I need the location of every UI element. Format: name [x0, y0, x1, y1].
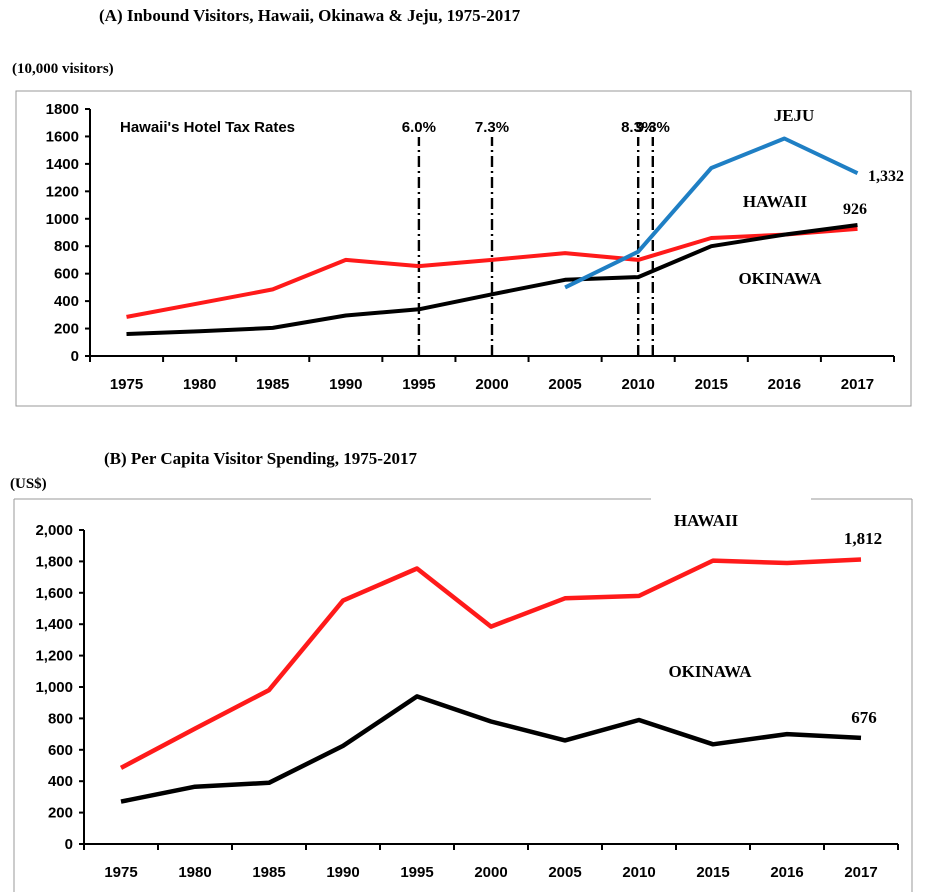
- chart-b-y-tick-label: 1,200: [35, 648, 73, 665]
- chart-b-x-tick-label: 2015: [696, 864, 729, 881]
- chart-a-x-tick-label: 1980: [183, 376, 216, 393]
- chart-b-x-tick-label: 2005: [548, 864, 581, 881]
- chart-a-y-tick-label: 1200: [46, 183, 79, 200]
- chart-b-y-tick-label: 1,800: [35, 553, 73, 570]
- chart-a-tax-label-8-3: 8.3%: [621, 119, 655, 136]
- chart-a-hawaii-end-label: 926: [843, 201, 867, 218]
- chart-a-tax-label-9-3: 9.3%: [636, 119, 670, 136]
- chart-a-y-tick-label: 600: [54, 266, 79, 283]
- chart-a-x-tick-label: 1995: [402, 376, 435, 393]
- chart-b-x-tick-label: 2000: [474, 864, 507, 881]
- chart-a-x-tick-label: 2015: [695, 376, 728, 393]
- chart-a-y-tick-label: 800: [54, 238, 79, 255]
- chart-a-series-label-hawaii: HAWAII: [743, 192, 808, 211]
- chart-b-y-tick-label: 200: [48, 805, 73, 822]
- chart-a-x-tick-label: 2010: [621, 376, 654, 393]
- chart-b-series-line-okinawa: [120, 694, 862, 804]
- chart-a-series-label-jeju: JEJU: [774, 106, 815, 125]
- chart-b-y-tick-label: 1,400: [35, 616, 73, 633]
- chart-b-y-tick-label: 0: [65, 836, 73, 853]
- chart-b-y-tick-label: 2,000: [35, 522, 73, 539]
- chart-a-frame: [15, 90, 912, 407]
- chart-a-x-tick-label: 2005: [548, 376, 581, 393]
- chart-b-series-line-hawaii: [119, 557, 862, 770]
- chart-a-y-tick-label: 1400: [46, 156, 79, 173]
- chart-a-tax-label-7-3: 7.3%: [475, 119, 509, 136]
- chart-a-jeju-end-label: 1,332: [868, 168, 904, 185]
- chart-b-x-tick-label: 1985: [252, 864, 285, 881]
- chart-a-series-label-okinawa: OKINAWA: [738, 269, 822, 288]
- chart-b-title: (B) Per Capita Visitor Spending, 1975-20…: [104, 449, 417, 468]
- chart-a-x-tick-label: 1985: [256, 376, 289, 393]
- chart-b-x-tick-label: 2016: [770, 864, 803, 881]
- chart-a-y-tick-label: 400: [54, 293, 79, 310]
- chart-a-y-tick-label: 1000: [46, 211, 79, 228]
- chart-b-x-tick-label: 1995: [400, 864, 433, 881]
- chart-b-y-tick-label: 400: [48, 773, 73, 790]
- chart-a-y-unit: (10,000 visitors): [12, 61, 114, 77]
- chart-b-y-tick-label: 600: [48, 742, 73, 759]
- chart-b-x-tick-label: 1980: [178, 864, 211, 881]
- chart-b-x-tick-label: 2017: [844, 864, 877, 881]
- chart-a-x-tick-label: 2016: [768, 376, 801, 393]
- chart-b-series-label-hawaii: HAWAII: [674, 511, 739, 530]
- chart-a-series-line-jeju: [564, 136, 859, 290]
- chart-b-x-tick-label: 1975: [104, 864, 137, 881]
- chart-b-y-tick-label: 800: [48, 710, 73, 727]
- chart-a-title: (A) Inbound Visitors, Hawaii, Okinawa & …: [99, 6, 521, 25]
- chart-b-y-unit: (US$): [10, 476, 47, 492]
- chart-a-series-line-hawaii: [126, 226, 858, 319]
- chart-a-y-tick-label: 1800: [46, 101, 79, 118]
- chart-a-x-tick-label: 2000: [475, 376, 508, 393]
- chart-a-tax-label-6-0: 6.0%: [402, 119, 436, 136]
- chart-a-y-tick-label: 1600: [46, 128, 79, 145]
- chart-b-x-tick-label: 2010: [622, 864, 655, 881]
- chart-a-x-tick-label: 1990: [329, 376, 362, 393]
- chart-a-x-tick-label: 2017: [841, 376, 874, 393]
- chart-a-x-tick-label: 1975: [110, 376, 143, 393]
- chart-a-y-tick-label: 0: [71, 348, 79, 365]
- chart-b-y-tick-label: 1,000: [35, 679, 73, 696]
- chart-a-hotel-tax-title: Hawaii's Hotel Tax Rates: [120, 119, 295, 136]
- chart-b-hawaii-end-label: 1,812: [844, 529, 882, 548]
- chart-b-y-tick-label: 1,600: [35, 585, 73, 602]
- chart-b-series-label-okinawa: OKINAWA: [668, 662, 752, 681]
- chart-b-x-tick-label: 1990: [326, 864, 359, 881]
- chart-b-okinawa-end-label: 676: [851, 708, 877, 727]
- chart-a-series-line-okinawa: [126, 223, 858, 336]
- chart-a-y-tick-label: 200: [54, 321, 79, 338]
